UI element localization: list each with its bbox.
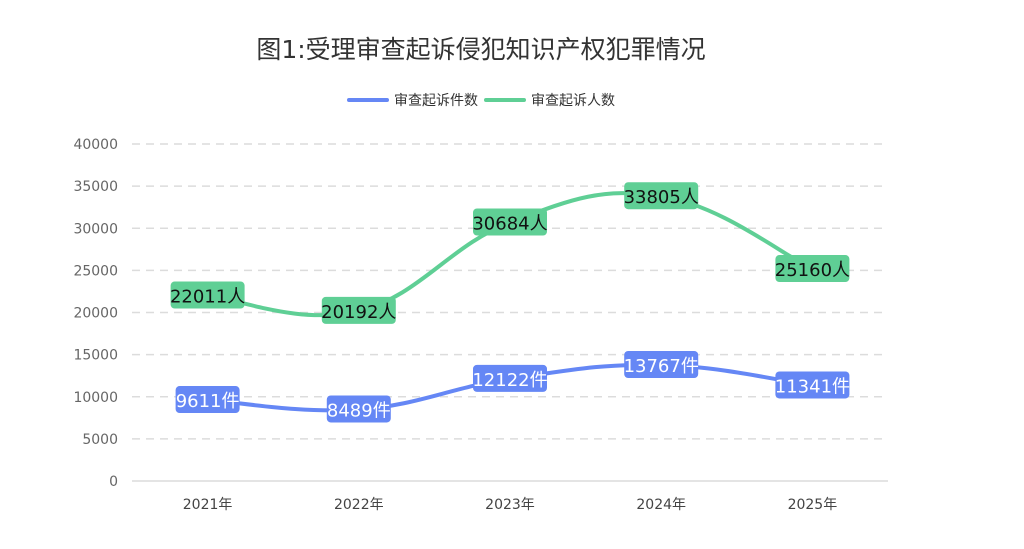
data-label: 20192人	[321, 302, 396, 323]
data-label-box	[170, 281, 245, 309]
data-label: 11341件	[775, 376, 850, 397]
data-label-box	[624, 182, 699, 210]
data-label: 13767件	[624, 356, 699, 377]
x-tick-label: 2025年	[788, 497, 838, 513]
x-tick-label: 2021年	[183, 497, 233, 513]
y-tick-label: 0	[109, 474, 118, 490]
data-label-box	[321, 296, 396, 324]
y-tick-label: 40000	[73, 137, 118, 153]
data-label-box	[624, 351, 699, 379]
data-label-box	[326, 395, 391, 423]
x-tick-label: 2024年	[636, 497, 686, 513]
legend-swatch-cases	[347, 98, 389, 102]
y-tick-label: 10000	[73, 390, 118, 406]
legend-item-cases[interactable]: 审查起诉件数	[347, 90, 478, 110]
y-tick-label: 30000	[73, 221, 118, 237]
legend: 审查起诉件数 审查起诉人数	[0, 90, 962, 110]
chart-title: 图1:受理审查起诉侵犯知识产权犯罪情况	[256, 35, 706, 64]
data-label: 9611件	[176, 391, 240, 412]
data-label-box	[473, 208, 547, 236]
data-label: 8489件	[327, 400, 391, 421]
legend-swatch-persons	[484, 98, 526, 102]
data-label-box	[175, 386, 240, 414]
y-tick-label: 25000	[73, 263, 118, 279]
data-label: 33805人	[624, 187, 699, 208]
x-tick-label: 2023年	[485, 497, 535, 513]
legend-label-cases: 审查起诉件数	[394, 93, 478, 109]
y-tick-label: 15000	[73, 348, 118, 364]
x-tick-label: 2022年	[334, 497, 384, 513]
data-label: 25160人	[775, 260, 850, 281]
data-label-box	[473, 364, 547, 392]
legend-item-persons[interactable]: 审查起诉人数	[484, 90, 615, 110]
y-tick-label: 35000	[73, 179, 118, 195]
y-tick-label: 20000	[73, 306, 118, 322]
data-label-box	[775, 371, 850, 399]
data-label: 30684人	[472, 213, 547, 234]
data-label: 22011人	[170, 287, 245, 308]
legend-label-persons: 审查起诉人数	[531, 93, 615, 109]
data-label-box	[775, 255, 850, 283]
data-label: 12122件	[472, 370, 547, 391]
y-tick-label: 5000	[82, 432, 118, 448]
